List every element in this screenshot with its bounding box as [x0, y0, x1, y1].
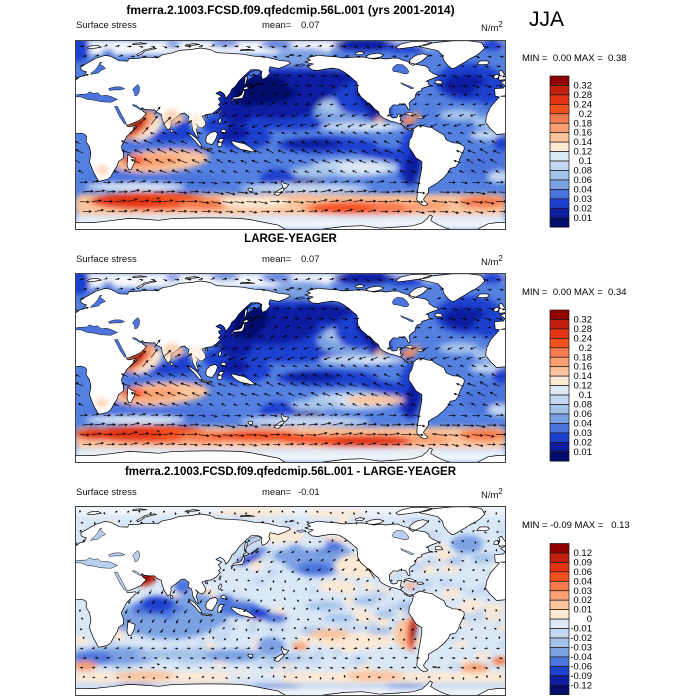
svg-text:0.28: 0.28 — [574, 324, 593, 335]
svg-text:0.2: 0.2 — [579, 343, 592, 354]
svg-text:0.02: 0.02 — [574, 437, 593, 448]
svg-text:0.01: 0.01 — [574, 605, 593, 616]
svg-text:0.04: 0.04 — [574, 576, 593, 587]
svg-text:0.28: 0.28 — [574, 90, 593, 101]
svg-text:-0.09: -0.09 — [570, 671, 592, 682]
svg-text:-0.04: -0.04 — [570, 652, 592, 663]
svg-text:0.01: 0.01 — [574, 447, 593, 458]
svg-text:0.08: 0.08 — [574, 166, 593, 177]
svg-text:0.16: 0.16 — [574, 362, 593, 373]
svg-text:0.32: 0.32 — [574, 80, 593, 91]
svg-text:0.06: 0.06 — [574, 409, 593, 420]
svg-text:0.24: 0.24 — [574, 99, 593, 110]
svg-text:0.24: 0.24 — [574, 333, 593, 344]
svg-text:0.12: 0.12 — [574, 147, 593, 158]
svg-text:0.06: 0.06 — [574, 567, 593, 578]
svg-text:-0.06: -0.06 — [570, 661, 592, 672]
svg-text:0: 0 — [587, 614, 592, 625]
svg-text:MIN = 0.00 MAX = 0.34: MIN = 0.00 MAX = 0.34 — [522, 287, 627, 298]
svg-text:-0.03: -0.03 — [570, 642, 592, 653]
svg-text:0.1: 0.1 — [579, 156, 592, 167]
svg-text:0.03: 0.03 — [574, 428, 593, 439]
svg-text:0.01: 0.01 — [574, 213, 593, 224]
svg-text:0.14: 0.14 — [574, 137, 593, 148]
svg-text:0.2: 0.2 — [579, 109, 592, 120]
svg-text:0.16: 0.16 — [574, 128, 593, 139]
svg-text:-0.01: -0.01 — [570, 624, 592, 635]
svg-text:0.02: 0.02 — [574, 595, 593, 606]
svg-text:-0.02: -0.02 — [570, 633, 592, 644]
svg-text:0.04: 0.04 — [574, 418, 593, 429]
svg-text:-0.12: -0.12 — [570, 680, 592, 691]
svg-text:0.02: 0.02 — [574, 203, 593, 214]
svg-text:0.18: 0.18 — [574, 352, 593, 363]
svg-text:MIN = 0.00 MAX = 0.38: MIN = 0.00 MAX = 0.38 — [522, 53, 627, 64]
svg-text:0.1: 0.1 — [579, 390, 592, 401]
svg-text:0.32: 0.32 — [574, 314, 593, 325]
svg-text:0.06: 0.06 — [574, 175, 593, 186]
svg-text:0.12: 0.12 — [574, 548, 593, 559]
svg-text:0.03: 0.03 — [574, 194, 593, 205]
svg-text:0.12: 0.12 — [574, 381, 593, 392]
svg-text:0.09: 0.09 — [574, 557, 593, 568]
svg-text:0.18: 0.18 — [574, 118, 593, 129]
svg-text:0.04: 0.04 — [574, 184, 593, 195]
svg-text:0.08: 0.08 — [574, 400, 593, 411]
svg-text:MIN = -0.09 MAX = 0.13: MIN = -0.09 MAX = 0.13 — [522, 520, 630, 531]
svg-text:0.03: 0.03 — [574, 586, 593, 597]
svg-text:0.14: 0.14 — [574, 371, 593, 382]
